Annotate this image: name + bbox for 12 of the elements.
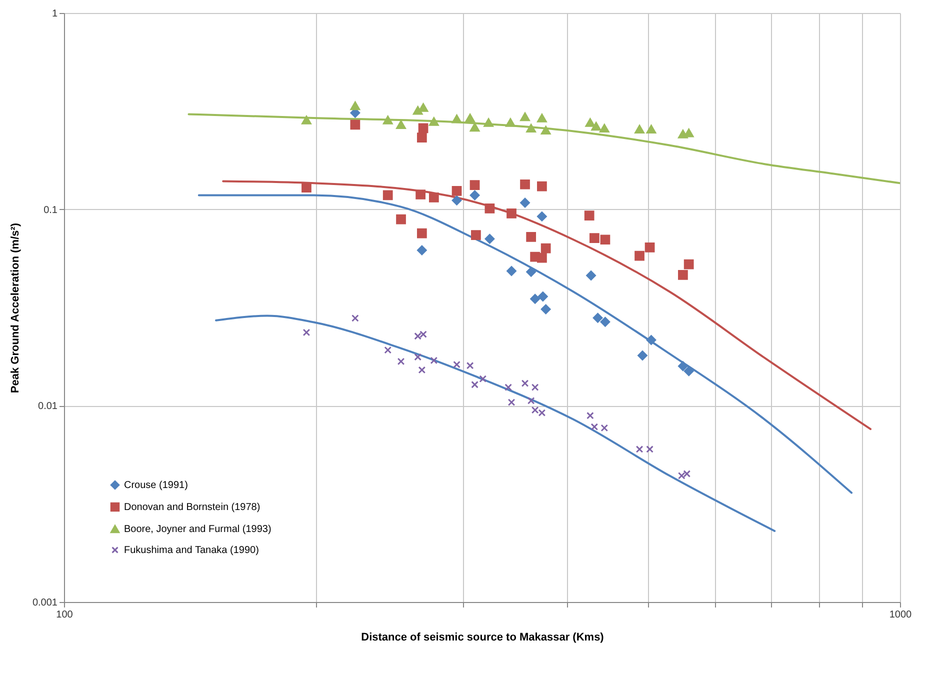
y-tick-label: 1 [52, 8, 58, 20]
x-tick-label: 1000 [889, 610, 912, 620]
legend-label: Donovan and Bornstein (1978) [124, 502, 260, 513]
legend-label: Crouse (1991) [124, 480, 188, 491]
legend-label: Fukushima and Tanaka (1990) [124, 545, 259, 556]
y-tick-label: 0.001 [32, 598, 58, 608]
x-tick-label: 100 [56, 610, 74, 620]
y-tick-label: 0.1 [44, 204, 58, 216]
legend-label: Boore, Joyner and Furmal (1993) [124, 524, 272, 535]
x-axis-title: Distance of seismic source to Makassar (Kms) [361, 632, 604, 644]
y-tick-label: 0.01 [38, 401, 58, 412]
y-axis-title: Peak Ground Acceleration (m/s²) [9, 222, 22, 394]
